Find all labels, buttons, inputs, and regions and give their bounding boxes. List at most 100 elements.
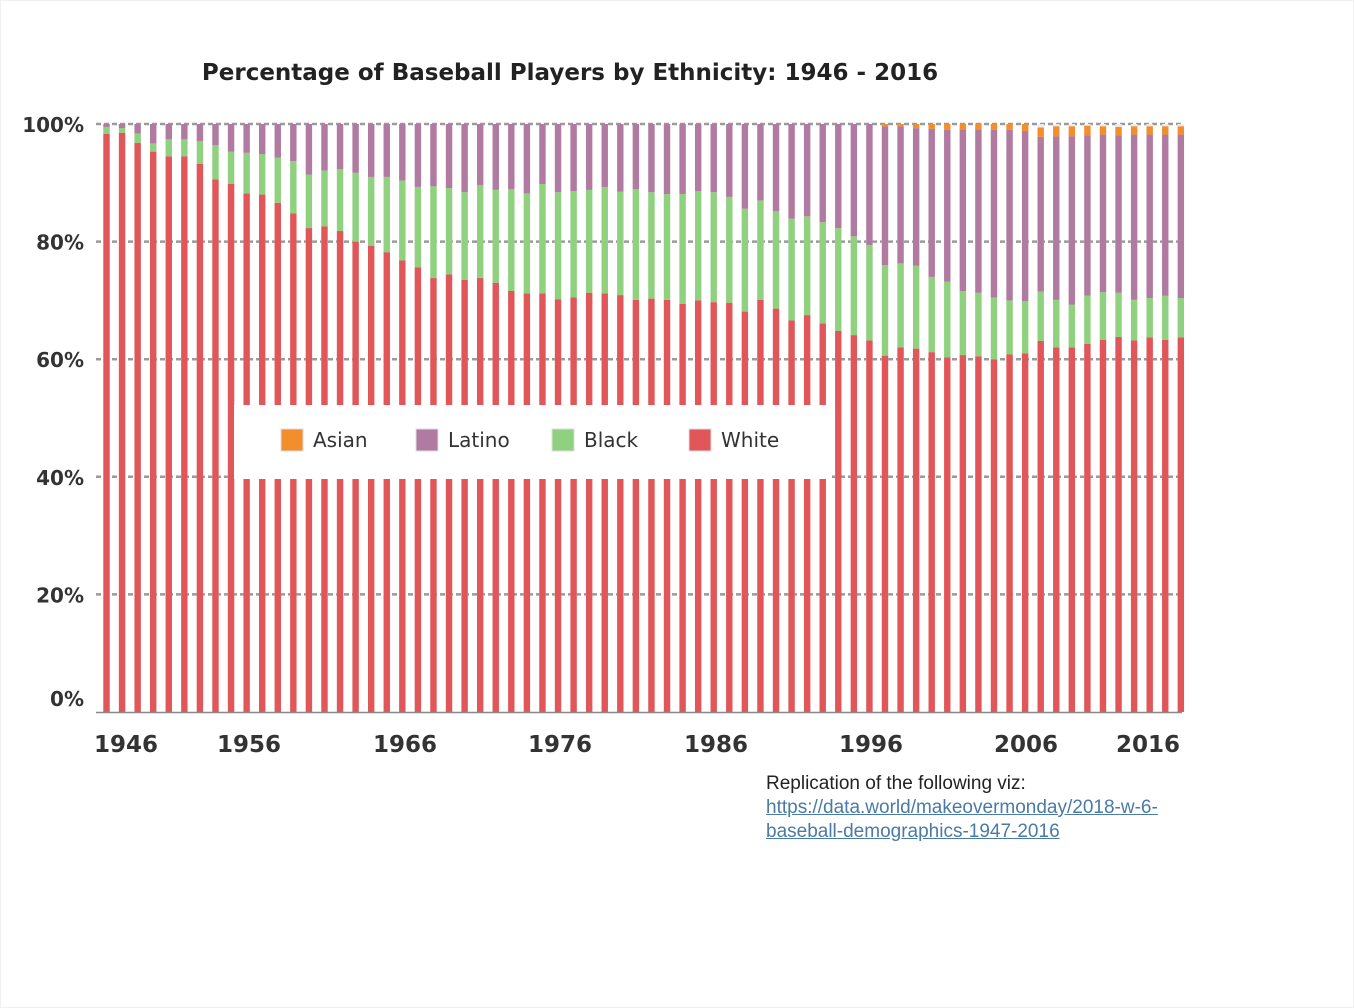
bar-white[interactable]: [788, 320, 795, 712]
bar-white[interactable]: [1084, 343, 1091, 712]
bar-black[interactable]: [1130, 299, 1138, 341]
bar-black[interactable]: [165, 139, 172, 157]
bar-latino[interactable]: [227, 124, 235, 152]
bar-black[interactable]: [290, 161, 297, 214]
bar-latino[interactable]: [1068, 136, 1076, 305]
bar-latino[interactable]: [648, 124, 655, 193]
bar-latino[interactable]: [1084, 135, 1091, 296]
bar-latino[interactable]: [726, 124, 733, 197]
bar-white[interactable]: [196, 163, 204, 712]
bar-white[interactable]: [897, 347, 904, 712]
bar-asian[interactable]: [944, 124, 951, 130]
bar-latino[interactable]: [305, 124, 313, 175]
bar-white[interactable]: [539, 293, 546, 712]
bar-white[interactable]: [928, 352, 935, 712]
bar-black[interactable]: [835, 228, 842, 331]
bar-latino[interactable]: [663, 124, 671, 194]
bar-black[interactable]: [134, 133, 141, 143]
bar-white[interactable]: [990, 359, 998, 712]
bar-white[interactable]: [103, 133, 110, 713]
bar-asian[interactable]: [928, 124, 935, 129]
bar-black[interactable]: [414, 186, 422, 268]
bar-asian[interactable]: [975, 123, 982, 130]
bar-latino[interactable]: [1099, 134, 1107, 293]
bar-latino[interactable]: [757, 124, 764, 201]
bar-latino[interactable]: [461, 124, 468, 193]
bar-latino[interactable]: [399, 124, 406, 181]
bar-latino[interactable]: [290, 124, 297, 162]
bar-white[interactable]: [461, 279, 468, 712]
bar-white[interactable]: [1021, 353, 1029, 712]
bar-black[interactable]: [850, 236, 858, 336]
bar-black[interactable]: [1084, 295, 1091, 344]
bar-white[interactable]: [835, 330, 842, 712]
bar-latino[interactable]: [445, 124, 453, 189]
bar-white[interactable]: [554, 299, 562, 712]
bar-white[interactable]: [476, 278, 484, 712]
bar-latino[interactable]: [259, 124, 266, 154]
bar-white[interactable]: [1037, 340, 1044, 712]
bar-latino[interactable]: [414, 124, 422, 187]
bar-latino[interactable]: [1053, 136, 1060, 300]
bar-latino[interactable]: [975, 129, 982, 293]
bar-white[interactable]: [165, 156, 172, 713]
bar-latino[interactable]: [835, 124, 842, 229]
bar-white[interactable]: [694, 300, 702, 712]
bar-white[interactable]: [944, 357, 951, 712]
bar-black[interactable]: [663, 193, 671, 300]
bar-black[interactable]: [336, 169, 344, 232]
bar-black[interactable]: [461, 192, 468, 280]
bar-latino[interactable]: [243, 124, 250, 153]
bar-latino[interactable]: [476, 124, 484, 186]
bar-asian[interactable]: [1068, 126, 1076, 137]
bar-black[interactable]: [1068, 304, 1076, 348]
source-link[interactable]: https://data.world/makeovermonday/2018-w…: [766, 797, 1158, 842]
bar-white[interactable]: [912, 348, 920, 712]
bar-white[interactable]: [212, 179, 219, 713]
bar-black[interactable]: [399, 180, 406, 261]
bar-black[interactable]: [772, 211, 780, 309]
bar-white[interactable]: [772, 308, 780, 712]
bar-asian[interactable]: [1037, 127, 1044, 137]
bar-black[interactable]: [274, 157, 281, 203]
bar-asian[interactable]: [959, 124, 967, 130]
bar-black[interactable]: [803, 216, 811, 316]
bar-latino[interactable]: [617, 124, 624, 192]
bar-white[interactable]: [710, 302, 717, 712]
bar-latino[interactable]: [788, 124, 795, 219]
bar-latino[interactable]: [523, 124, 531, 194]
bar-latino[interactable]: [819, 124, 826, 223]
bar-latino[interactable]: [803, 124, 811, 217]
bar-latino[interactable]: [150, 124, 157, 144]
bar-white[interactable]: [1068, 347, 1076, 712]
bar-asian[interactable]: [881, 124, 889, 127]
bar-white[interactable]: [741, 311, 749, 712]
bar-latino[interactable]: [679, 124, 686, 194]
bar-white[interactable]: [399, 260, 406, 712]
bar-black[interactable]: [1099, 292, 1107, 340]
bar-asian[interactable]: [1006, 124, 1013, 130]
bar-white[interactable]: [959, 355, 967, 712]
bar-latino[interactable]: [352, 124, 359, 173]
bar-white[interactable]: [492, 282, 499, 712]
bar-latino[interactable]: [508, 124, 515, 190]
bar-latino[interactable]: [103, 124, 110, 127]
bar-white[interactable]: [508, 290, 515, 712]
bar-asian[interactable]: [1099, 126, 1107, 135]
bar-asian[interactable]: [1146, 126, 1153, 135]
bar-latino[interactable]: [897, 126, 904, 264]
bar-white[interactable]: [648, 298, 655, 712]
bar-white[interactable]: [726, 302, 733, 712]
bar-asian[interactable]: [1115, 126, 1122, 136]
bar-black[interactable]: [150, 143, 157, 152]
bar-black[interactable]: [118, 128, 126, 133]
bar-latino[interactable]: [1177, 134, 1185, 299]
bar-white[interactable]: [523, 293, 531, 712]
bar-white[interactable]: [617, 295, 624, 712]
bar-black[interactable]: [570, 191, 577, 298]
bar-latino[interactable]: [585, 124, 593, 190]
bar-black[interactable]: [617, 191, 624, 296]
bar-asian[interactable]: [990, 124, 998, 130]
legend-swatch-black[interactable]: [551, 428, 575, 452]
bar-latino[interactable]: [944, 129, 951, 282]
